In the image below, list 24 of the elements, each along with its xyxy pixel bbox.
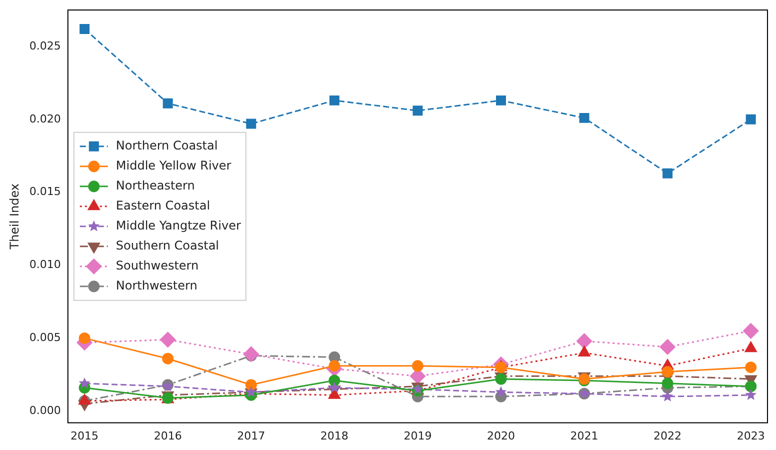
legend-label: Middle Yangtze River — [116, 218, 241, 233]
y-tick-label: 0.000 — [29, 404, 61, 417]
legend-label: Southwestern — [116, 258, 199, 273]
y-axis-title: Theil Index — [7, 183, 22, 250]
x-tick-label: 2021 — [570, 429, 598, 442]
y-tick-label: 0.010 — [29, 258, 61, 272]
x-tick-label: 2015 — [70, 429, 99, 442]
legend-label: Northeastern — [116, 178, 195, 193]
x-tick-label: 2023 — [736, 429, 765, 442]
y-tick-label: 0.020 — [29, 112, 61, 126]
x-tick-label: 2022 — [654, 429, 682, 442]
y-tick-label: 0.015 — [29, 185, 61, 198]
legend-label: Southern Coastal — [116, 238, 220, 253]
legend-label: Middle Yellow River — [116, 158, 232, 173]
legend-label: Northwestern — [116, 278, 198, 293]
legend-label: Northern Coastal — [116, 138, 218, 153]
x-tick-label: 2017 — [237, 429, 266, 442]
x-tick-label: 2019 — [404, 429, 432, 442]
x-tick-label: 2020 — [486, 429, 515, 442]
legend-label: Eastern Coastal — [116, 198, 210, 213]
x-tick-label: 2018 — [320, 429, 348, 442]
x-tick-label: 2016 — [154, 429, 182, 442]
y-tick-label: 0.025 — [29, 39, 61, 52]
y-tick-label: 0.005 — [29, 331, 61, 344]
